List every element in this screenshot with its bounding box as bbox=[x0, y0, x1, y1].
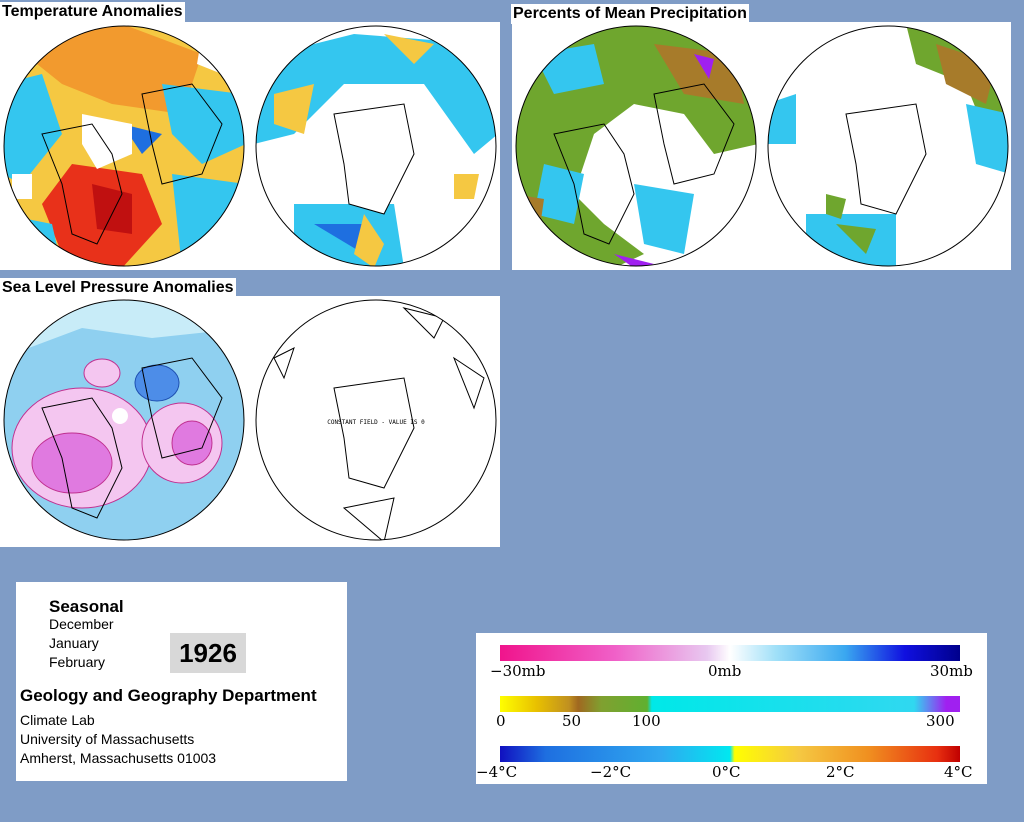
temperature-north-map bbox=[3, 25, 245, 267]
month-january: January bbox=[49, 635, 99, 651]
legend-box: −30mb 0mb 30mb 0 50 100 300 −4°C −2°C 0°… bbox=[476, 633, 987, 784]
season-label: Seasonal bbox=[49, 597, 124, 616]
month-february: February bbox=[49, 654, 106, 670]
pressure-label-max: 30mb bbox=[930, 662, 973, 680]
constant-field-note: CONSTANT FIELD - VALUE IS 0 bbox=[327, 419, 425, 426]
address-line-1: Climate Lab bbox=[20, 712, 95, 728]
precip-label-300: 300 bbox=[926, 712, 955, 730]
info-box: Seasonal December January February 1926 … bbox=[16, 582, 347, 781]
precipitation-north-map bbox=[515, 25, 757, 267]
precip-label-100: 100 bbox=[632, 712, 661, 730]
pressure-label-mid: 0mb bbox=[708, 662, 742, 680]
year-badge: 1926 bbox=[170, 633, 246, 673]
month-december: December bbox=[49, 616, 114, 632]
pressure-colorbar bbox=[500, 645, 960, 661]
pressure-north-map bbox=[3, 299, 245, 541]
temp-label-4: 4°C bbox=[944, 763, 973, 781]
precip-label-0: 0 bbox=[496, 712, 506, 730]
temp-label-minus2: −2°C bbox=[590, 763, 632, 781]
address-line-3: Amherst, Massachusetts 01003 bbox=[20, 750, 217, 766]
pressure-south-map: CONSTANT FIELD - VALUE IS 0 bbox=[255, 299, 497, 541]
temperature-title: Temperature Anomalies bbox=[0, 2, 185, 22]
temp-label-0: 0°C bbox=[712, 763, 741, 781]
temp-label-2: 2°C bbox=[826, 763, 855, 781]
pressure-label-min: −30mb bbox=[490, 662, 546, 680]
temperature-colorbar bbox=[500, 746, 960, 762]
temperature-south-map bbox=[255, 25, 497, 267]
precip-label-50: 50 bbox=[562, 712, 582, 730]
precipitation-south-map bbox=[767, 25, 1009, 267]
temp-label-minus4: −4°C bbox=[476, 763, 518, 781]
precipitation-colorbar bbox=[500, 696, 960, 712]
pressure-title: Sea Level Pressure Anomalies bbox=[0, 278, 236, 298]
address-line-2: University of Massachusetts bbox=[20, 731, 195, 747]
department-name: Geology and Geography Department bbox=[20, 686, 317, 705]
precipitation-title: Percents of Mean Precipitation bbox=[511, 4, 749, 24]
